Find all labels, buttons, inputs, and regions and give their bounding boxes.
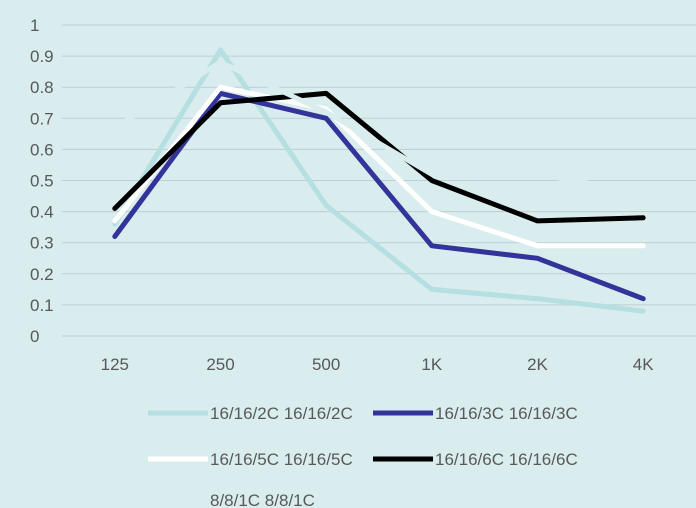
y-tick-label: 0 <box>30 327 39 346</box>
legend-label: 8/8/1C 8/8/1C <box>210 491 315 508</box>
legend-label: 16/16/2C 16/16/2C <box>210 404 353 423</box>
x-tick-label: 250 <box>206 355 234 374</box>
x-tick-label: 500 <box>312 355 340 374</box>
legend-label: 16/16/5C 16/16/5C <box>210 450 353 469</box>
x-tick-label: 2K <box>527 355 548 374</box>
y-tick-label: 0.5 <box>30 172 54 191</box>
x-tick-label: 4K <box>633 355 654 374</box>
y-tick-label: 0.9 <box>30 47 54 66</box>
x-tick-label: 1K <box>421 355 442 374</box>
series-line-3 <box>112 90 646 224</box>
x-tick-label: 125 <box>101 355 129 374</box>
y-tick-label: 0.8 <box>30 78 54 97</box>
series-line-4 <box>112 59 646 196</box>
legend-item: 16/16/5C 16/16/5C <box>148 450 353 469</box>
series-lines <box>112 47 646 314</box>
x-axis-ticks: 125 250 500 1K 2K 4K <box>101 355 655 374</box>
series-line-2 <box>112 84 646 249</box>
legend-label: 16/16/3C 16/16/3C <box>435 404 578 423</box>
y-tick-label: 0.1 <box>30 296 54 315</box>
y-axis-ticks: 0 0.1 0.2 0.3 0.4 0.5 0.6 0.7 0.8 0.9 1 <box>30 16 54 346</box>
legend-item: 16/16/2C 16/16/2C <box>148 404 353 423</box>
legend-item: 16/16/3C 16/16/3C <box>373 404 578 423</box>
legend: 16/16/2C 16/16/2C 16/16/3C 16/16/3C 16/16/… <box>148 404 578 508</box>
y-tick-label: 0.4 <box>30 203 54 222</box>
y-tick-label: 0.3 <box>30 234 54 253</box>
y-tick-label: 1 <box>30 16 39 35</box>
y-tick-label: 0.7 <box>30 109 54 128</box>
legend-item: 16/16/6C 16/16/6C <box>373 450 578 469</box>
y-tick-label: 0.2 <box>30 265 54 284</box>
y-tick-label: 0.6 <box>30 140 54 159</box>
legend-item: 8/8/1C 8/8/1C <box>148 491 315 508</box>
series-line-0 <box>112 47 646 314</box>
legend-label: 16/16/6C 16/16/6C <box>435 450 578 469</box>
